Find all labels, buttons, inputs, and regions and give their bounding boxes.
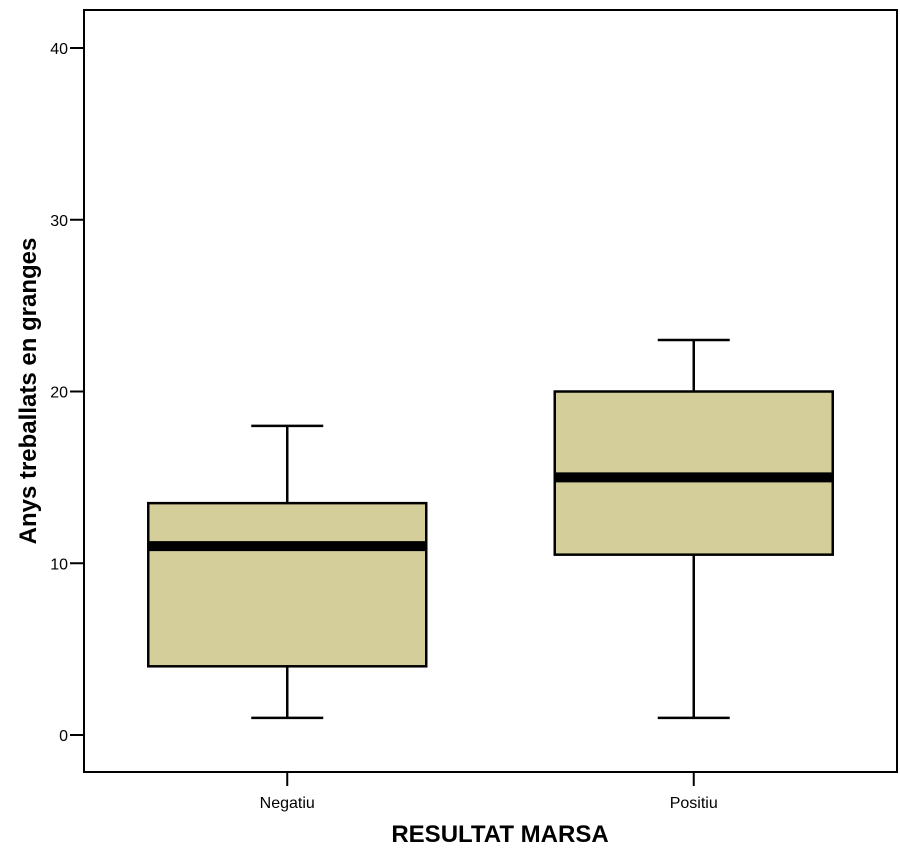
x-axis: Negatiu Positiu (260, 772, 718, 812)
y-tick-label: 20 (50, 385, 68, 402)
y-axis-title: Anys treballats en granges (15, 238, 42, 545)
x-tick-label: Negatiu (260, 795, 315, 812)
y-axis: 0 10 20 30 40 (50, 41, 84, 745)
boxes (147, 338, 834, 720)
box-negatiu (147, 424, 428, 720)
y-tick-label: 30 (50, 213, 68, 230)
x-tick-label: Positiu (670, 795, 718, 812)
y-tick-label: 40 (50, 41, 68, 58)
y-tick-label: 0 (59, 728, 68, 745)
box-positiu (553, 338, 834, 720)
x-axis-title: RESULTAT MARSA (391, 821, 608, 848)
iqr-box (147, 501, 428, 668)
y-tick-label: 10 (50, 556, 68, 573)
